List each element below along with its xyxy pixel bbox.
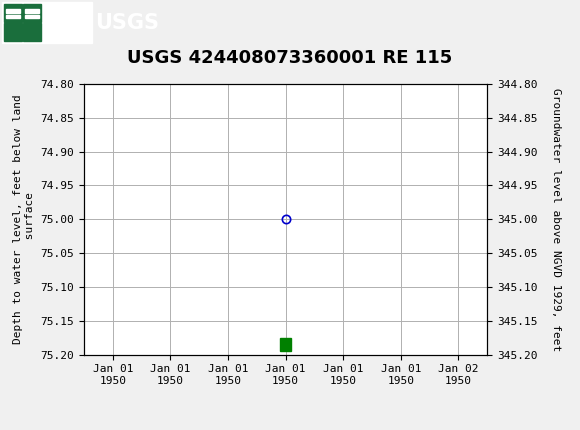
Text: USGS 424408073360001 RE 115: USGS 424408073360001 RE 115 [128,49,452,67]
Bar [25,15,39,18]
Text: USGS: USGS [95,12,159,33]
Bar [25,9,39,12]
Y-axis label: Depth to water level, feet below land
 surface: Depth to water level, feet below land su… [13,95,35,344]
Bar [4,23,22,41]
Bar [281,338,291,351]
Bar [6,9,20,12]
Y-axis label: Groundwater level above NGVD 1929, feet: Groundwater level above NGVD 1929, feet [552,88,561,351]
Bar [2,2,92,43]
Bar [23,4,41,22]
Bar [23,23,41,41]
Bar [6,15,20,18]
Bar [4,4,22,22]
